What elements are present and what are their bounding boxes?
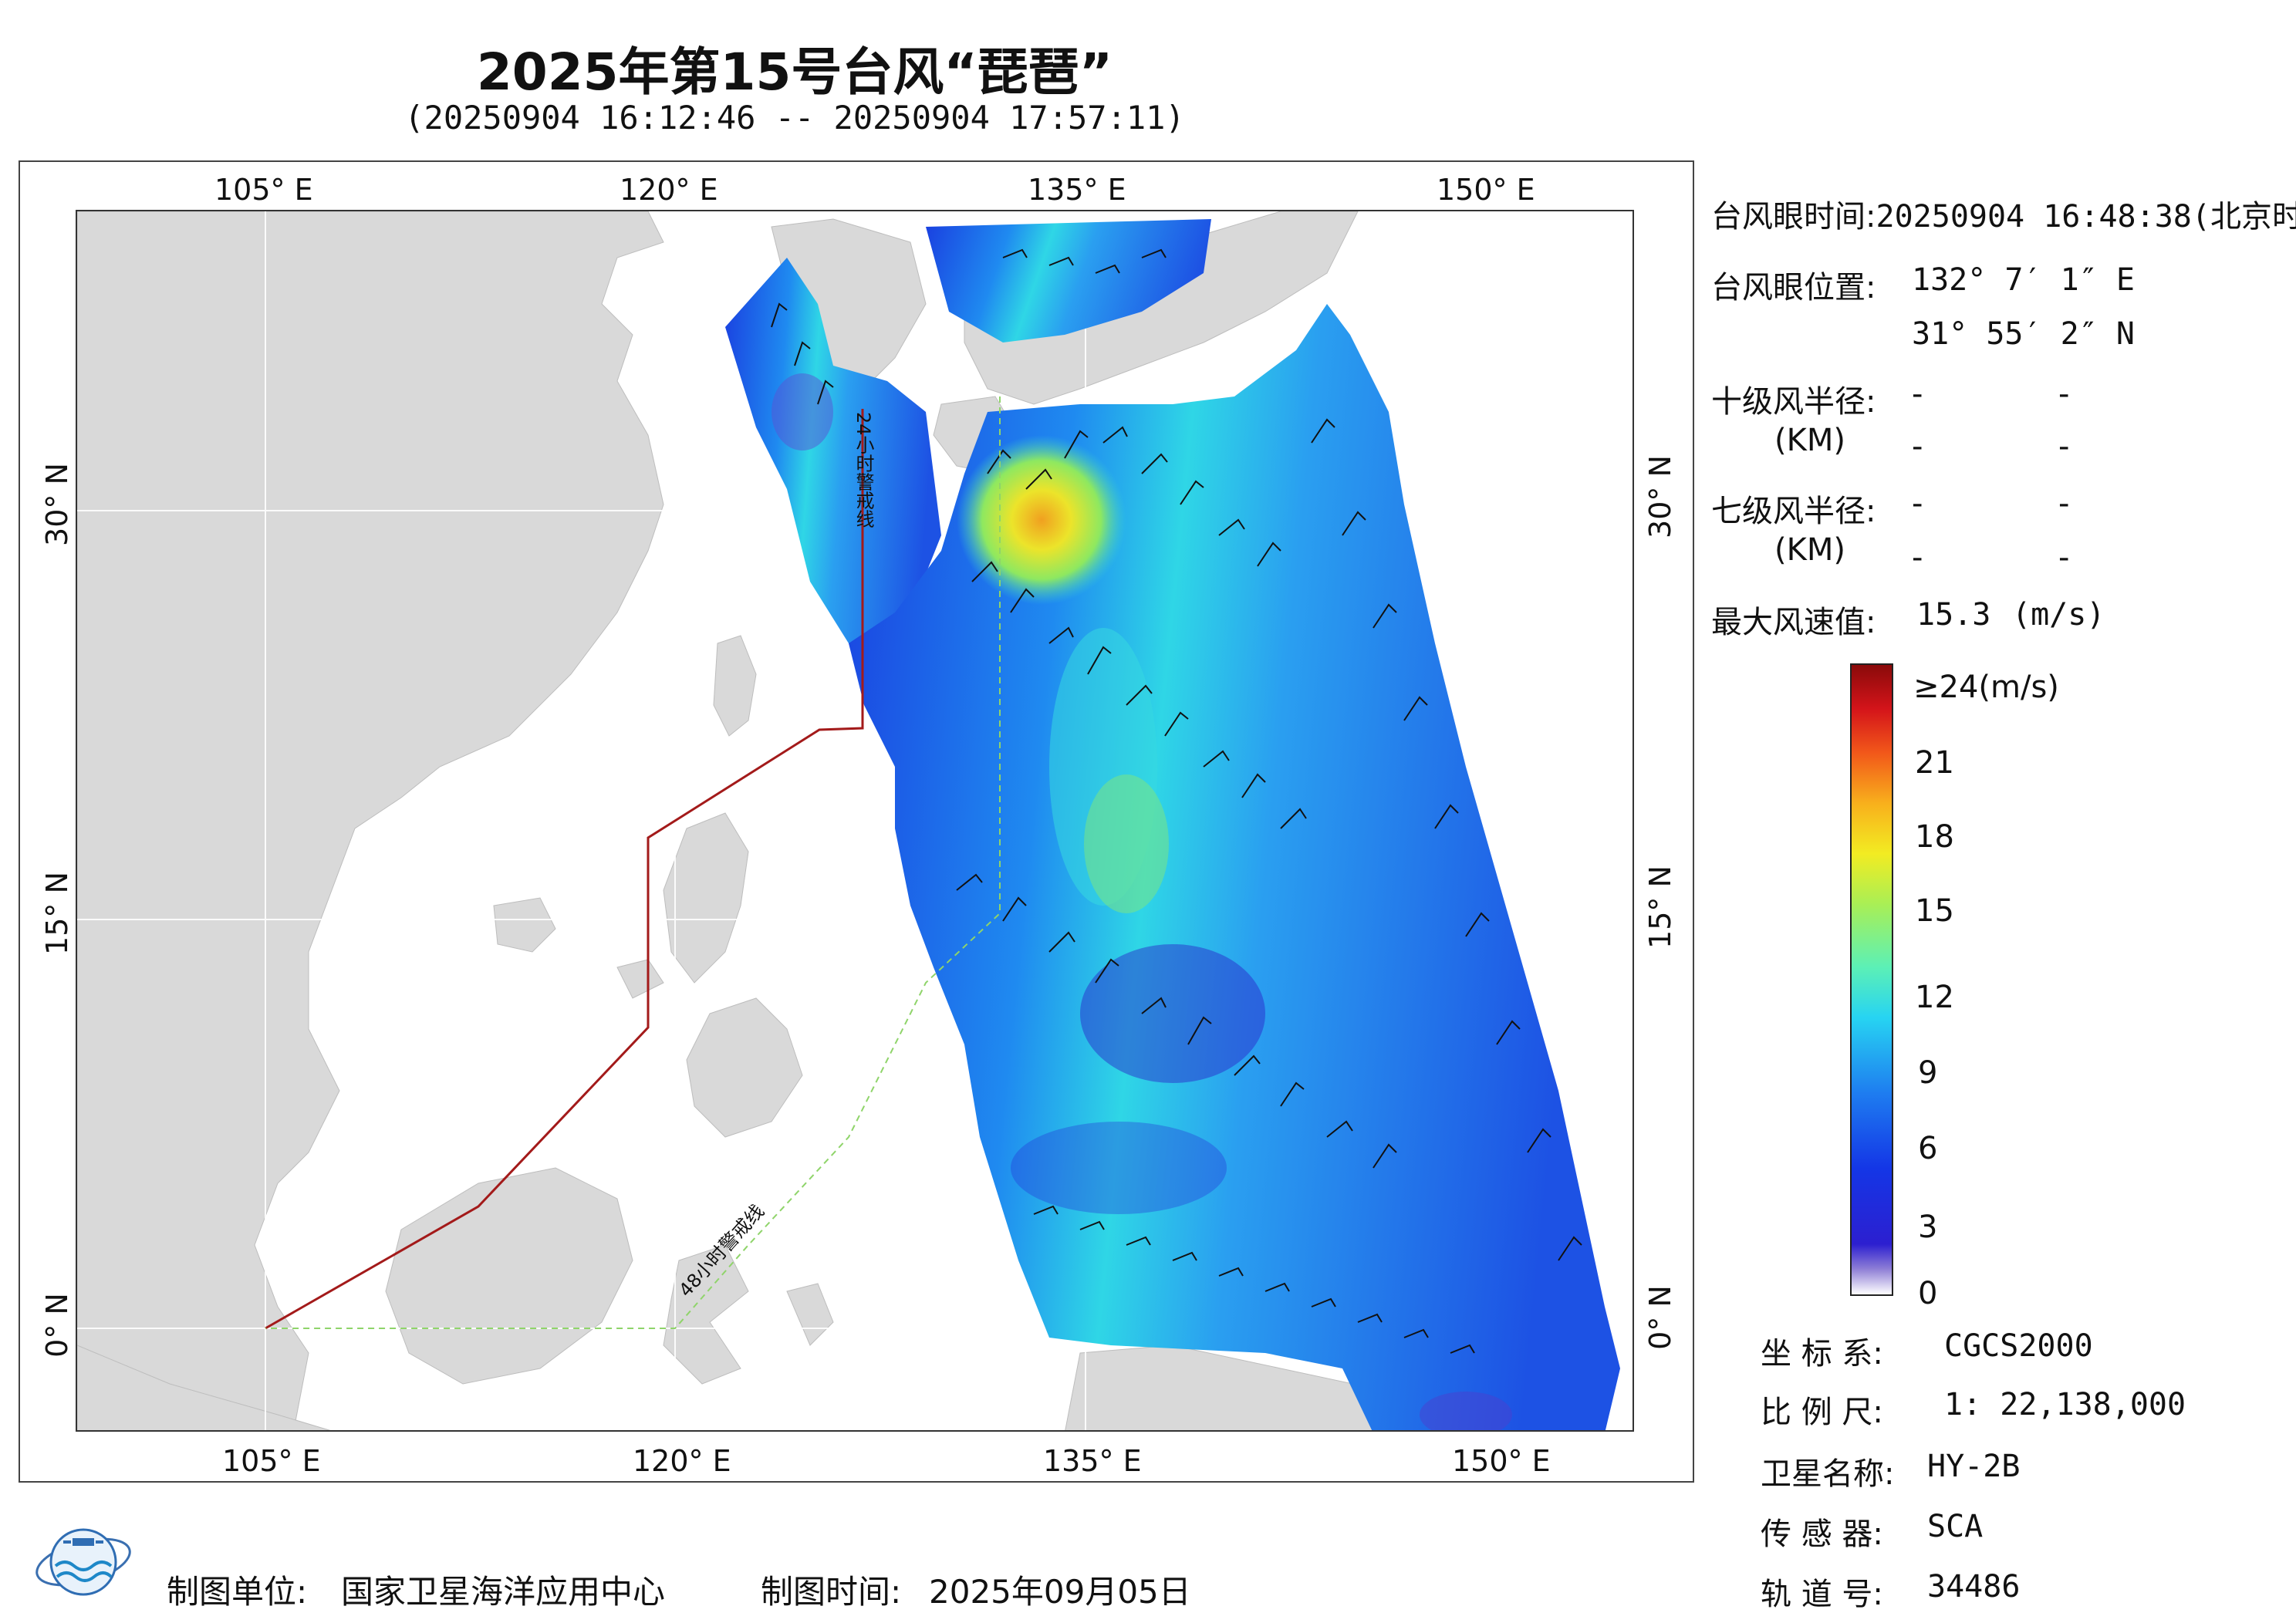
map-frame <box>19 160 1694 1483</box>
lon-label-bottom-150: 150° E <box>1452 1444 1551 1478</box>
lat-label-left-30: 30° N <box>40 463 74 546</box>
r10-dash-3: - <box>1912 429 1923 464</box>
r7-dash-4: - <box>2058 540 2070 575</box>
colorbar-top-label: ≥24(m/s) <box>1913 670 2059 705</box>
warning-line-48h <box>265 396 1001 1329</box>
colorbar-tick-3: 3 <box>1918 1210 1938 1245</box>
scale-label: 比 例 尺: <box>1761 1395 1883 1430</box>
date-value: 2025年09月05日 <box>929 1573 1191 1611</box>
orbit-value: 34486 <box>1927 1569 2021 1604</box>
eye-time-row: 台风眼时间:20250904 16:48:38(北京时) <box>1711 191 2296 236</box>
wind-barbs <box>771 248 1582 1354</box>
map-subtitle: (20250904 16:12:46 -- 20250904 17:57:11) <box>404 99 1185 137</box>
eye-time-label: 台风眼时间: <box>1711 199 1876 235</box>
date-label: 制图时间: <box>761 1573 902 1611</box>
colorbar-tick-21: 21 <box>1915 745 1954 781</box>
r7-label: 七级风半径: <box>1711 494 1876 529</box>
lon-label-top-135: 135° E <box>1028 173 1126 207</box>
lat-label-right-0: 0° N <box>1643 1285 1677 1350</box>
r7-dash-1: - <box>1912 486 1923 521</box>
warning-line-24h <box>265 409 864 1330</box>
eye-lat-value: 31° 55′ 2″ N <box>1912 316 2135 352</box>
crs-label: 坐 标 系: <box>1761 1336 1883 1372</box>
map-title: 2025年第15号台风“琵琶” <box>476 42 1113 102</box>
max-wind-value: 15.3 <box>1916 597 1991 633</box>
sensor-label: 传 感 器: <box>1761 1517 1883 1552</box>
org-value: 国家卫星海洋应用中心 <box>341 1573 666 1611</box>
lon-label-top-120: 120° E <box>620 173 718 207</box>
colorbar-tick-0: 0 <box>1918 1276 1938 1311</box>
eye-time-value: 20250904 16:48:38(北京时) <box>1876 199 2296 235</box>
colorbar-tick-18: 18 <box>1915 819 1954 855</box>
lon-label-bottom-120: 120° E <box>633 1444 731 1478</box>
wind-swath <box>725 219 1620 1430</box>
eye-lon-value: 132° 7′ 1″ E <box>1912 262 2135 298</box>
satellite-label: 卫星名称: <box>1761 1456 1895 1492</box>
map-area: 24小时警戒线 48小时警戒线 <box>76 210 1634 1432</box>
crs-value: CGCS2000 <box>1944 1328 2093 1364</box>
nsoas-logo-icon <box>29 1512 137 1612</box>
colorbar-tick-12: 12 <box>1915 980 1954 1015</box>
colorbar-tick-15: 15 <box>1915 893 1954 929</box>
lat-label-left-0: 0° N <box>40 1293 74 1358</box>
r7-km-label: (KM) <box>1774 532 1845 568</box>
scale-value: 1: 22,138,000 <box>1944 1387 2186 1422</box>
lon-label-top-105: 105° E <box>214 173 313 207</box>
r10-label: 十级风半径: <box>1711 384 1876 420</box>
colorbar-tick-9: 9 <box>1918 1055 1938 1091</box>
map-svg <box>77 211 1633 1430</box>
lon-label-top-150: 150° E <box>1437 173 1535 207</box>
lon-label-bottom-135: 135° E <box>1043 1444 1142 1478</box>
lat-label-left-15: 15° N <box>40 872 74 955</box>
r7-dash-3: - <box>1912 540 1923 575</box>
max-wind-label: 最大风速值: <box>1711 605 1876 640</box>
r10-dash-2: - <box>2058 376 2070 412</box>
r10-km-label: (KM) <box>1774 423 1845 458</box>
lon-label-bottom-105: 105° E <box>222 1444 321 1478</box>
satellite-value: HY-2B <box>1927 1449 2021 1484</box>
warning-line-24h-label: 24小时警戒线 <box>853 412 874 528</box>
max-wind-unit: (m/s) <box>2012 597 2105 633</box>
wind-speed-colorbar <box>1850 663 1893 1296</box>
r10-dash-4: - <box>2058 429 2070 464</box>
colorbar-tick-6: 6 <box>1918 1131 1938 1166</box>
r7-dash-2: - <box>2058 486 2070 521</box>
orbit-label: 轨 道 号: <box>1761 1577 1883 1612</box>
lat-label-right-30: 30° N <box>1643 455 1677 538</box>
sensor-value: SCA <box>1927 1509 1984 1544</box>
eye-pos-label: 台风眼位置: <box>1711 270 1876 305</box>
org-label: 制图单位: <box>167 1573 308 1611</box>
lat-label-right-15: 15° N <box>1643 865 1677 949</box>
r10-dash-1: - <box>1912 376 1923 412</box>
